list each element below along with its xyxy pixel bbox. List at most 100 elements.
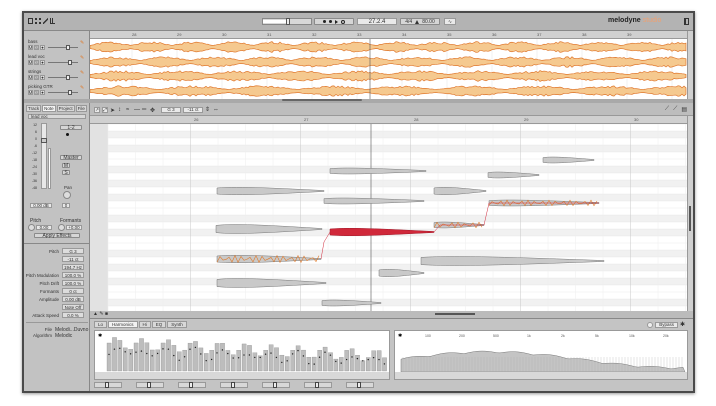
solo-button[interactable]: S bbox=[34, 45, 39, 50]
note-blob[interactable] bbox=[420, 256, 605, 266]
meter-icon[interactable] bbox=[50, 18, 55, 24]
note-blob[interactable] bbox=[216, 255, 322, 263]
harmonic-bar[interactable] bbox=[322, 346, 328, 372]
edit-pencil-icon[interactable]: ✎ bbox=[80, 40, 85, 46]
note-field-value[interactable]: Note Off bbox=[62, 304, 84, 310]
inspector-tab[interactable]: Project bbox=[56, 105, 75, 112]
arrangement-waveforms[interactable] bbox=[89, 39, 687, 99]
channel-select[interactable]: 1-2 bbox=[60, 125, 82, 131]
harmonic-bar[interactable] bbox=[236, 350, 241, 372]
timing-mode-icon[interactable]: ⤢ bbox=[102, 106, 108, 113]
sound-editor-tab[interactable]: Hi bbox=[138, 321, 151, 328]
sound-editor-tab[interactable]: Lo bbox=[94, 321, 108, 328]
editor-vscroll[interactable] bbox=[687, 116, 693, 311]
record-arm-icon[interactable] bbox=[66, 133, 69, 136]
volume-fader[interactable] bbox=[41, 123, 47, 189]
drift-tool-icon[interactable]: — bbox=[134, 106, 140, 113]
edit-pencil-icon[interactable]: ✎ bbox=[80, 70, 85, 76]
edit-pencil-icon[interactable]: ✎ bbox=[80, 55, 85, 61]
volume-fader-handle[interactable] bbox=[41, 138, 47, 143]
harmonic-bar[interactable] bbox=[268, 344, 274, 372]
track-volume-handle[interactable] bbox=[66, 45, 70, 50]
note-blob[interactable] bbox=[542, 156, 595, 164]
solo-button[interactable]: S bbox=[34, 90, 39, 95]
sound-editor-tab[interactable]: Harmonics bbox=[108, 321, 138, 328]
track-volume-slider[interactable] bbox=[48, 60, 78, 65]
metronome-icon[interactable] bbox=[415, 19, 420, 24]
harmonic-bar[interactable] bbox=[252, 352, 258, 372]
settings-gear-icon[interactable]: ✱ bbox=[679, 322, 685, 328]
harmonic-bar[interactable] bbox=[258, 355, 263, 372]
harmonic-bar[interactable] bbox=[247, 345, 252, 372]
harmonics-panel[interactable]: ✱ bbox=[94, 330, 390, 380]
time-grid-icon[interactable]: ⟋ bbox=[673, 106, 678, 112]
solo-button[interactable]: S bbox=[34, 75, 39, 80]
harmonic-bar[interactable] bbox=[128, 349, 133, 372]
track-name-field[interactable]: lead voc bbox=[28, 114, 86, 119]
note-blob[interactable] bbox=[216, 278, 327, 288]
editor-vscroll-handle[interactable] bbox=[689, 206, 691, 231]
harmonic-bar[interactable] bbox=[241, 343, 247, 372]
note-blob[interactable] bbox=[215, 224, 323, 234]
harmonic-bar[interactable] bbox=[349, 348, 355, 372]
harmonic-bar[interactable] bbox=[355, 355, 360, 372]
note-field-value[interactable]: 100.0 % bbox=[62, 280, 84, 286]
harmonic-bar[interactable] bbox=[166, 339, 171, 372]
note-blob[interactable] bbox=[433, 187, 487, 195]
mute-button[interactable]: M bbox=[28, 90, 33, 95]
note-blob[interactable] bbox=[323, 197, 425, 205]
harmonic-bar[interactable] bbox=[106, 342, 112, 372]
sound-editor-control[interactable] bbox=[94, 382, 122, 388]
sound-editor-control[interactable] bbox=[262, 382, 290, 388]
output-select[interactable]: Master bbox=[60, 155, 82, 161]
solo-button[interactable]: S bbox=[62, 170, 70, 176]
harmonic-bar[interactable] bbox=[193, 341, 198, 372]
harmonic-bar[interactable] bbox=[290, 350, 295, 372]
edit-pencil-icon[interactable]: ✎ bbox=[80, 85, 85, 91]
zoom-slider-handle[interactable] bbox=[286, 18, 290, 25]
sound-editor-control[interactable] bbox=[178, 382, 206, 388]
harmonic-bar[interactable] bbox=[225, 350, 231, 372]
mute-button[interactable]: M bbox=[62, 162, 70, 169]
zoom-slider[interactable] bbox=[262, 18, 312, 25]
harmonic-bar[interactable] bbox=[295, 345, 301, 372]
harmonic-bar[interactable] bbox=[204, 353, 209, 372]
footer-tool-icons[interactable]: ▲ ✎ ■ bbox=[93, 311, 108, 317]
pitch-grid-icon[interactable]: ⟋ bbox=[664, 106, 670, 112]
stop-icon[interactable] bbox=[323, 20, 326, 23]
harmonic-bar[interactable] bbox=[263, 350, 268, 372]
layout-icon[interactable] bbox=[28, 18, 33, 24]
mute-button[interactable]: M bbox=[28, 60, 33, 65]
harmonic-bar[interactable] bbox=[214, 343, 220, 372]
tempo-value[interactable]: 80.00 bbox=[422, 18, 435, 25]
record-icon[interactable]: ● bbox=[40, 75, 45, 80]
record-icon[interactable] bbox=[329, 20, 332, 23]
sound-editor-control[interactable] bbox=[220, 382, 248, 388]
eq-spectrum[interactable] bbox=[400, 350, 686, 373]
track-volume-handle[interactable] bbox=[68, 60, 72, 65]
harmonic-bar[interactable] bbox=[317, 350, 322, 372]
harmonic-bar[interactable] bbox=[220, 343, 225, 372]
harmonic-bar[interactable] bbox=[376, 350, 382, 372]
bypass-toggle[interactable] bbox=[647, 321, 654, 328]
track-volume-slider[interactable] bbox=[48, 75, 78, 80]
harmonic-bar[interactable] bbox=[117, 340, 123, 372]
eq-panel[interactable]: ✱ 100 200 500 1k 2k 5k 10k 20k bbox=[394, 330, 688, 380]
harmonic-bar[interactable] bbox=[328, 352, 333, 372]
play-icon[interactable] bbox=[335, 19, 338, 24]
inspector-tab[interactable]: File bbox=[75, 105, 87, 112]
harmonic-bar[interactable] bbox=[123, 347, 128, 372]
settings-gear-icon[interactable]: ✱ bbox=[98, 333, 102, 339]
view-icon[interactable]: ▤ bbox=[681, 107, 687, 113]
harmonic-bar[interactable] bbox=[177, 351, 182, 372]
harmonic-bar[interactable] bbox=[285, 356, 290, 372]
editor-hscroll[interactable] bbox=[435, 313, 475, 315]
inspector-tab[interactable]: Track bbox=[26, 105, 42, 112]
pitch-value[interactable]: 0.00 bbox=[36, 225, 52, 230]
harmonic-bar[interactable] bbox=[144, 342, 150, 372]
harmonic-bar[interactable] bbox=[139, 338, 144, 372]
harmonic-bar[interactable] bbox=[171, 345, 177, 372]
mute-button[interactable]: M bbox=[28, 75, 33, 80]
harmonic-bar[interactable] bbox=[360, 360, 366, 372]
note-field-value[interactable]: 194.7 Hz bbox=[62, 264, 84, 270]
